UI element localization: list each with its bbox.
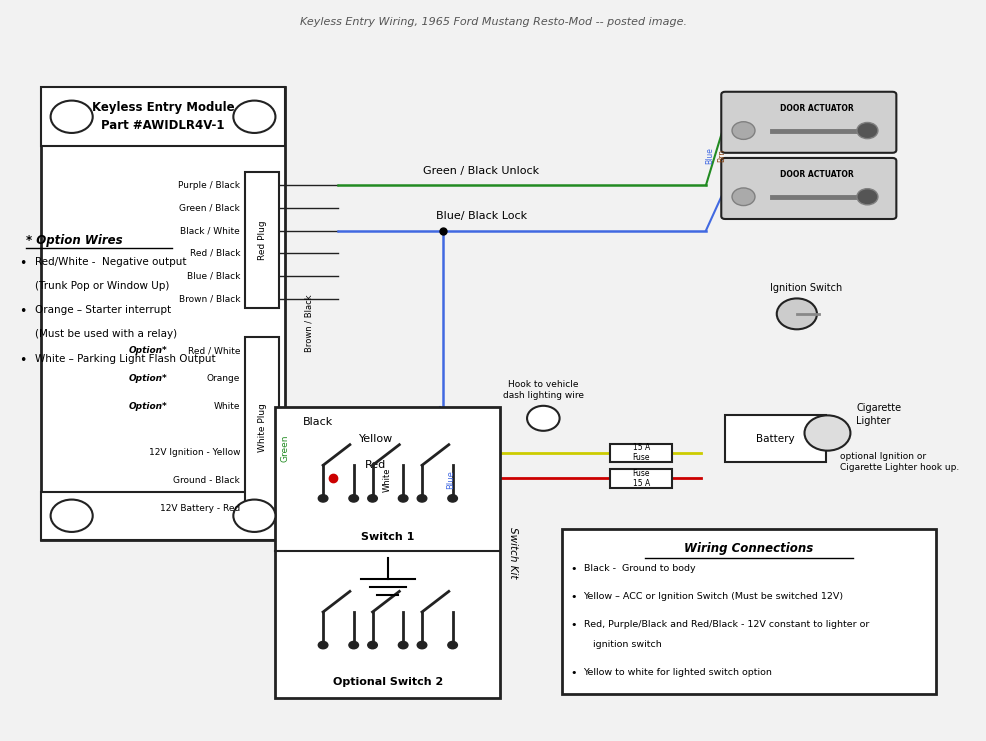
Text: •: • [570, 592, 577, 602]
Bar [245, 172, 279, 308]
Text: Red Plug: Red Plug [257, 220, 266, 260]
Text: Green: Green [280, 435, 290, 462]
Text: Cigarette
Lighter: Cigarette Lighter [856, 403, 901, 426]
Text: ignition switch: ignition switch [584, 640, 662, 649]
Bar [275, 408, 500, 698]
Text: Switch Kit: Switch Kit [508, 527, 518, 578]
Text: Blue: Blue [705, 147, 714, 164]
Text: •: • [19, 353, 27, 367]
Circle shape [398, 495, 408, 502]
Text: Keyless Entry Module
Part #AWIDLR4V-1: Keyless Entry Module Part #AWIDLR4V-1 [92, 102, 235, 133]
Circle shape [448, 642, 458, 649]
Text: Red / White: Red / White [187, 346, 240, 355]
Circle shape [318, 495, 328, 502]
Circle shape [857, 189, 878, 205]
Bar [562, 528, 936, 694]
Bar [610, 469, 672, 488]
Text: Orange: Orange [207, 374, 240, 383]
Text: Optional Switch 2: Optional Switch 2 [332, 677, 443, 687]
FancyBboxPatch shape [722, 158, 896, 219]
Text: Purple / Black: Purple / Black [178, 181, 240, 190]
Text: •: • [19, 256, 27, 270]
Text: 12V Ignition - Yellow: 12V Ignition - Yellow [149, 448, 240, 457]
Bar [245, 337, 279, 518]
Circle shape [398, 642, 408, 649]
Text: Brown / Black: Brown / Black [305, 294, 314, 351]
Circle shape [805, 416, 851, 451]
Text: Brn: Brn [718, 149, 727, 162]
Text: •: • [570, 668, 577, 678]
Text: Brown / Black: Brown / Black [178, 294, 240, 303]
Circle shape [857, 122, 878, 139]
Bar [610, 444, 672, 462]
Circle shape [349, 642, 359, 649]
Text: Black / White: Black / White [180, 226, 240, 235]
Circle shape [732, 188, 755, 205]
Text: * Option Wires: * Option Wires [26, 234, 122, 247]
Text: •: • [19, 305, 27, 318]
Text: White: White [214, 402, 240, 411]
Circle shape [417, 495, 427, 502]
Text: Black -  Ground to body: Black - Ground to body [584, 564, 695, 573]
Circle shape [50, 101, 93, 133]
Bar [41, 492, 285, 539]
Text: Yellow – ACC or Ignition Switch (Must be switched 12V): Yellow – ACC or Ignition Switch (Must be… [584, 592, 844, 601]
Circle shape [368, 495, 378, 502]
Text: Orange – Starter interrupt: Orange – Starter interrupt [35, 305, 172, 315]
Text: Option*: Option* [129, 374, 168, 383]
Text: optional Ignition or
Cigarette Lighter hook up.: optional Ignition or Cigarette Lighter h… [840, 451, 959, 472]
Text: Blue/ Black Lock: Blue/ Black Lock [436, 211, 527, 221]
Text: Option*: Option* [129, 402, 168, 411]
Text: Option*: Option* [129, 346, 168, 355]
Text: Switch 1: Switch 1 [361, 532, 414, 542]
Circle shape [448, 495, 458, 502]
Text: White Plug: White Plug [257, 403, 266, 452]
Circle shape [528, 406, 560, 431]
Circle shape [349, 495, 359, 502]
Text: DOOR ACTUATOR: DOOR ACTUATOR [780, 170, 854, 179]
Text: Blue / Black: Blue / Black [186, 271, 240, 280]
Text: (Trunk Pop or Window Up): (Trunk Pop or Window Up) [35, 281, 170, 290]
Text: •: • [570, 619, 577, 630]
Circle shape [368, 642, 378, 649]
Text: Fuse
15 A: Fuse 15 A [633, 469, 650, 488]
Text: White: White [384, 468, 392, 492]
Text: Red / Black: Red / Black [189, 249, 240, 258]
Text: •: • [570, 564, 577, 574]
FancyBboxPatch shape [722, 92, 896, 153]
Circle shape [234, 101, 275, 133]
Text: Ignition Switch: Ignition Switch [770, 283, 843, 293]
Circle shape [318, 642, 328, 649]
Text: Blue: Blue [447, 471, 456, 489]
Text: Yellow: Yellow [359, 434, 393, 444]
Text: Red: Red [365, 459, 387, 470]
Text: Red/White -  Negative output: Red/White - Negative output [35, 256, 186, 267]
Bar [41, 87, 285, 146]
Bar [725, 415, 825, 462]
Text: DOOR ACTUATOR: DOOR ACTUATOR [780, 104, 854, 113]
Text: 12V Battery - Red: 12V Battery - Red [160, 505, 240, 514]
Circle shape [732, 122, 755, 139]
Text: Green / Black Unlock: Green / Black Unlock [423, 165, 539, 176]
Text: Green / Black: Green / Black [179, 203, 240, 213]
Text: White – Parking Light Flash Output: White – Parking Light Flash Output [35, 353, 216, 364]
Bar [41, 87, 285, 539]
Text: Keyless Entry Wiring, 1965 Ford Mustang Resto-Mod -- posted image.: Keyless Entry Wiring, 1965 Ford Mustang … [300, 17, 686, 27]
Text: Battery: Battery [756, 433, 795, 444]
Circle shape [50, 499, 93, 532]
Circle shape [417, 642, 427, 649]
Text: Black: Black [303, 417, 333, 427]
Text: Yellow to white for lighted switch option: Yellow to white for lighted switch optio… [584, 668, 772, 677]
Text: Wiring Connections: Wiring Connections [684, 542, 813, 555]
Text: (Must be used with a relay): (Must be used with a relay) [35, 329, 177, 339]
Text: 15 A
Fuse: 15 A Fuse [633, 443, 650, 462]
Text: Hook to vehicle
dash lighting wire: Hook to vehicle dash lighting wire [503, 380, 584, 400]
Circle shape [234, 499, 275, 532]
Text: Ground - Black: Ground - Black [174, 476, 240, 485]
Text: Red, Purple/Black and Red/Black - 12V constant to lighter or: Red, Purple/Black and Red/Black - 12V co… [584, 619, 869, 629]
Circle shape [777, 299, 817, 329]
